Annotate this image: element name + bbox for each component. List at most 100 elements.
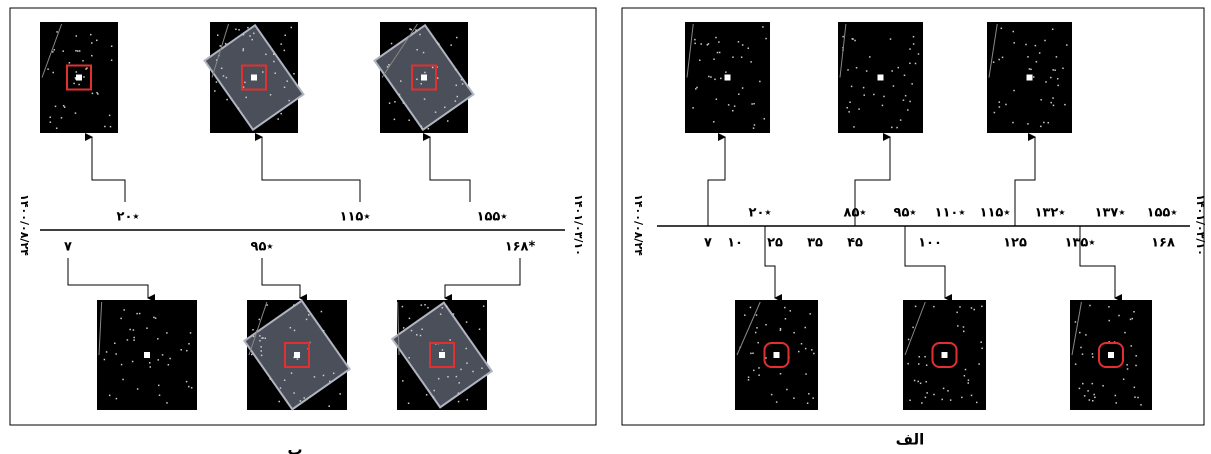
speckle xyxy=(186,381,188,383)
bright-spot xyxy=(251,75,257,81)
speckle xyxy=(243,48,245,50)
speckle xyxy=(925,397,927,399)
speckle xyxy=(757,342,759,344)
below-label: ۱۲۵ xyxy=(1003,236,1027,251)
speckle xyxy=(461,79,463,81)
bright-spot xyxy=(439,352,445,358)
speckle xyxy=(748,379,750,381)
speckle xyxy=(442,349,444,351)
speckle xyxy=(710,76,712,78)
speckle xyxy=(714,79,716,81)
speckle xyxy=(277,118,279,120)
date-start: ۱۴۰۰/۰۸/۲۴ xyxy=(18,194,31,256)
speckle xyxy=(914,380,916,382)
speckle xyxy=(790,310,792,312)
speckle xyxy=(109,115,111,117)
below-label: ۱۶۸ xyxy=(1151,236,1175,251)
speckle xyxy=(408,403,410,405)
speckle xyxy=(851,86,853,88)
speckle xyxy=(110,126,112,128)
speckle xyxy=(764,118,766,120)
speckle xyxy=(1027,56,1029,58)
speckle xyxy=(426,394,428,396)
speckle xyxy=(1108,306,1110,308)
speckle xyxy=(1033,76,1035,78)
speckle xyxy=(750,307,752,309)
speckle xyxy=(76,71,78,73)
speckle xyxy=(755,332,757,334)
speckle xyxy=(947,390,949,392)
speckle xyxy=(427,307,429,309)
speckle xyxy=(1079,332,1081,334)
speckle xyxy=(1043,122,1045,124)
speckle xyxy=(116,398,118,400)
speckle xyxy=(259,319,261,321)
speckle xyxy=(1130,345,1132,347)
speckle xyxy=(926,392,928,394)
speckle xyxy=(973,309,975,311)
speckle xyxy=(260,350,262,352)
speckle xyxy=(694,43,696,45)
speckle xyxy=(321,311,323,313)
speckle xyxy=(284,379,286,381)
speckle xyxy=(921,402,923,404)
speckle xyxy=(754,124,756,126)
speckle xyxy=(481,368,483,370)
speckle xyxy=(994,112,996,114)
speckle xyxy=(472,371,474,373)
speckle xyxy=(999,101,1001,103)
speckle xyxy=(883,96,885,98)
speckle xyxy=(1036,61,1038,63)
speckle xyxy=(812,397,814,399)
speckle xyxy=(913,43,915,45)
speckle xyxy=(97,93,99,95)
speckle xyxy=(866,70,868,72)
connector-arrow xyxy=(430,137,470,202)
speckle xyxy=(1040,99,1042,101)
speckle xyxy=(926,381,928,383)
speckle xyxy=(91,55,93,57)
speckle xyxy=(1047,122,1049,124)
speckle xyxy=(56,128,58,130)
speckle xyxy=(438,43,440,45)
speckle xyxy=(780,373,782,375)
speckle xyxy=(300,400,302,402)
below-label: ۴۵ xyxy=(847,236,863,251)
speckle xyxy=(700,43,702,45)
speckle xyxy=(748,376,750,378)
speckle xyxy=(759,81,761,83)
speckle xyxy=(458,382,460,384)
speckle xyxy=(741,56,743,58)
speckle xyxy=(440,313,442,315)
speckle xyxy=(462,83,464,85)
speckle xyxy=(849,101,851,103)
speckle xyxy=(437,42,439,44)
speckle xyxy=(90,34,92,36)
speckle xyxy=(253,336,255,338)
bright-spot xyxy=(725,75,731,81)
speckle xyxy=(280,113,282,115)
speckle xyxy=(1140,404,1142,406)
speckle xyxy=(293,392,295,394)
connector-arrow xyxy=(68,258,148,298)
speckle xyxy=(1092,356,1094,358)
speckle xyxy=(253,33,255,35)
speckle xyxy=(793,397,795,399)
speckle xyxy=(273,61,275,63)
speckle xyxy=(221,68,223,70)
speckle xyxy=(846,107,848,109)
speckle xyxy=(449,339,451,341)
speckle xyxy=(920,383,922,385)
speckle xyxy=(785,318,787,320)
speckle xyxy=(808,393,810,395)
speckle xyxy=(963,326,965,328)
speckle xyxy=(750,353,752,355)
speckle xyxy=(696,87,698,89)
below-label: ۷ xyxy=(704,236,712,251)
speckle xyxy=(290,327,292,329)
speckle xyxy=(1130,319,1132,321)
speckle xyxy=(303,397,305,399)
bright-spot xyxy=(774,352,780,358)
speckle xyxy=(75,112,77,114)
speckle xyxy=(133,329,135,331)
